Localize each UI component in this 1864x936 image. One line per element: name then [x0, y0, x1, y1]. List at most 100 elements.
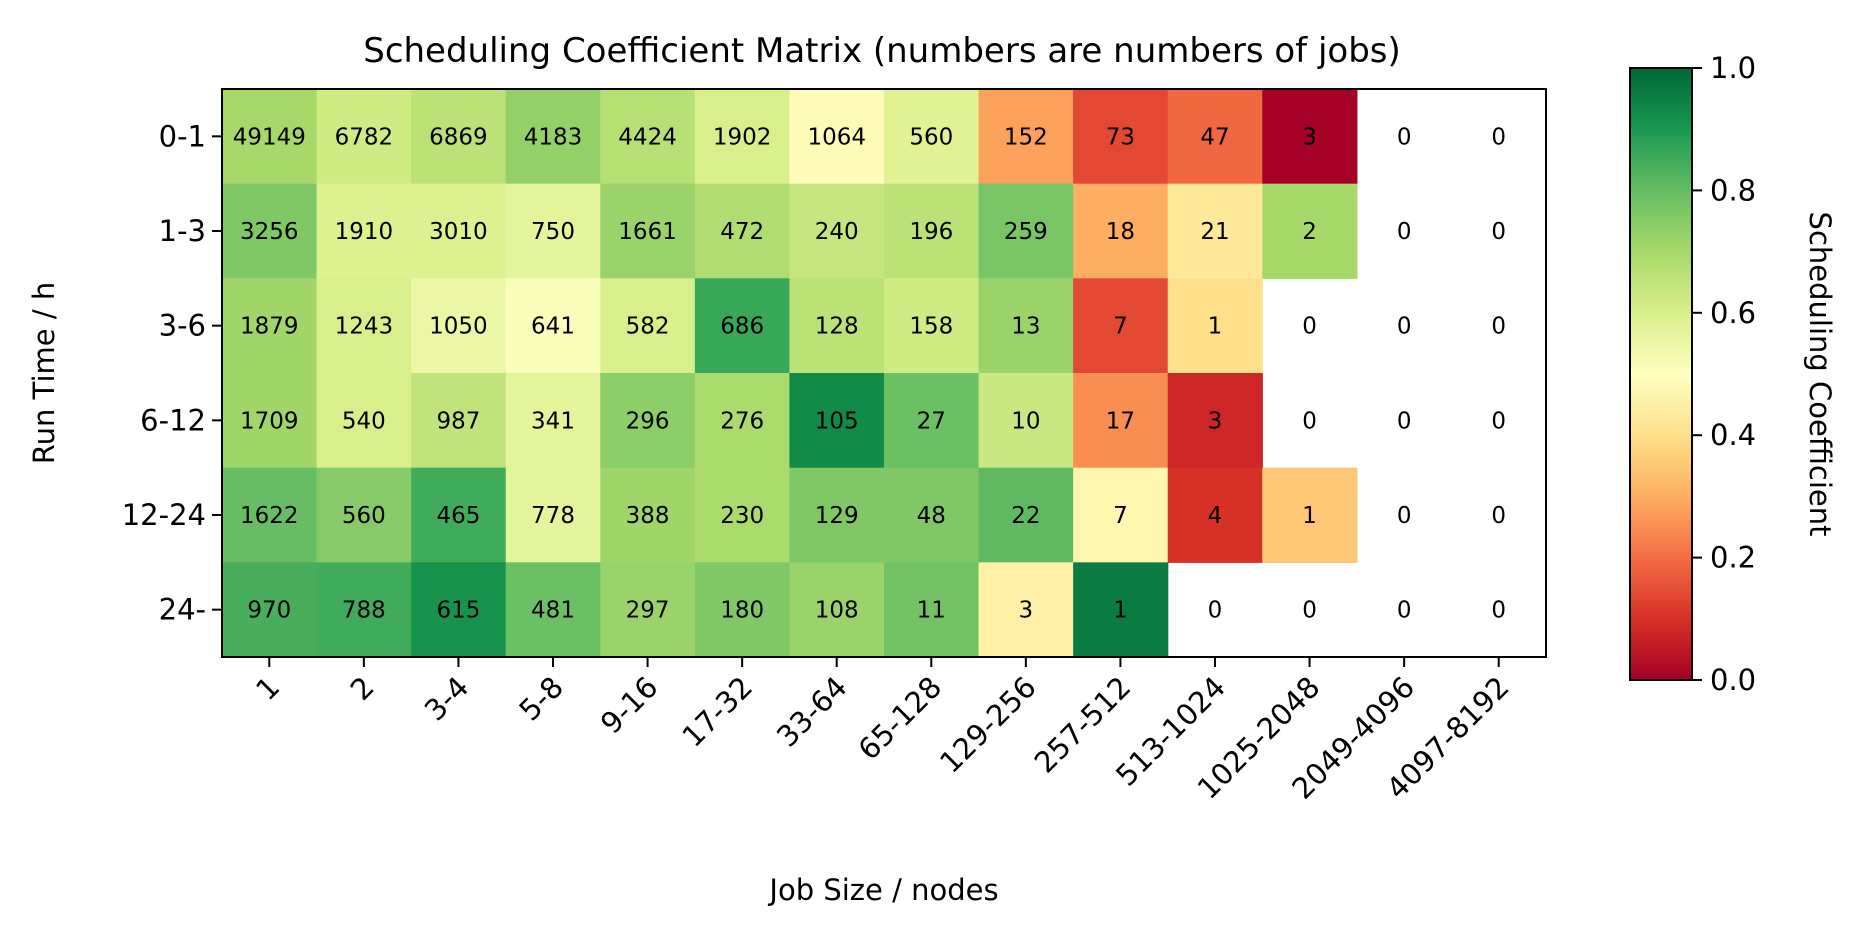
heatmap-cell	[222, 373, 318, 469]
cell-count-label: 49149	[233, 124, 306, 150]
heatmap-cell	[978, 373, 1074, 469]
cell-count-label: 388	[626, 503, 670, 529]
heatmap-cell	[884, 183, 980, 279]
heatmap-cells	[222, 89, 1358, 658]
colorbar-tick-label: 1.0	[1710, 51, 1756, 85]
cell-count-label: 778	[531, 503, 575, 529]
heatmap-cell	[316, 467, 412, 563]
cell-count-label: 1	[1302, 503, 1317, 529]
cell-count-label: 1879	[240, 314, 299, 340]
cell-count-label: 1243	[335, 314, 394, 340]
heatmap-cell	[1073, 373, 1169, 469]
cell-count-label: 1910	[335, 219, 394, 245]
cell-count-label: 180	[720, 598, 764, 624]
cell-count-label: 560	[909, 124, 953, 150]
cell-count-label: 540	[342, 408, 386, 434]
colorbar-tick-label: 0.0	[1710, 663, 1756, 697]
heatmap-cell	[600, 373, 696, 469]
heatmap-cell	[505, 278, 601, 374]
cell-count-label: 987	[436, 408, 480, 434]
heatmap-cell	[222, 562, 318, 658]
x-tick-label: 33-64	[770, 670, 854, 754]
heatmap-cell	[789, 562, 885, 658]
colorbar-label: Scheduling Coefficient	[1803, 212, 1837, 537]
cell-count-label: 158	[909, 314, 953, 340]
cell-count-label: 128	[815, 314, 859, 340]
heatmap-cell	[694, 467, 791, 563]
cell-count-label: 0	[1491, 314, 1506, 340]
heatmap-cell	[978, 278, 1074, 374]
x-tick-label: 5-8	[512, 670, 570, 728]
heatmap-cell	[316, 278, 412, 374]
cell-count-label: 0	[1491, 503, 1506, 529]
cell-count-label: 1	[1113, 598, 1128, 624]
cell-count-label: 3	[1208, 408, 1223, 434]
cell-count-label: 259	[1004, 219, 1048, 245]
x-tick-label: 2	[344, 670, 381, 707]
x-tick-label: 65-128	[852, 670, 949, 767]
y-tick-label: 3-6	[159, 309, 206, 343]
heatmap-cell	[1262, 183, 1358, 279]
cell-count-label: 560	[342, 503, 386, 529]
cell-count-label: 0	[1302, 598, 1317, 624]
cell-count-label: 0	[1397, 314, 1412, 340]
x-tick-label: 9-16	[594, 670, 665, 741]
cell-count-label: 0	[1491, 219, 1506, 245]
cell-count-label: 1050	[429, 314, 488, 340]
heatmap-cell	[316, 89, 412, 185]
cell-count-label: 0	[1491, 598, 1506, 624]
cell-count-label: 17	[1106, 408, 1135, 434]
cell-count-label: 970	[247, 598, 291, 624]
cell-count-label: 0	[1208, 598, 1223, 624]
heatmap-cell	[600, 562, 696, 658]
y-tick-label: 1-3	[159, 214, 206, 248]
heatmap-cell	[411, 467, 507, 563]
cell-count-label: 750	[531, 219, 575, 245]
cell-count-label: 0	[1397, 598, 1412, 624]
heatmap-cell	[1073, 183, 1169, 279]
cell-count-label: 10	[1011, 408, 1040, 434]
cell-count-label: 4183	[524, 124, 583, 150]
cell-count-label: 48	[917, 503, 946, 529]
cell-count-label: 22	[1011, 503, 1040, 529]
chart-title: Scheduling Coefficient Matrix (numbers a…	[363, 31, 1401, 71]
cell-count-label: 27	[917, 408, 946, 434]
x-tick-label: 1	[249, 670, 286, 707]
cell-count-label: 465	[436, 503, 480, 529]
x-tick-label: 129-256	[933, 670, 1043, 780]
heatmap-cell	[694, 373, 791, 469]
colorbar-tick-label: 0.4	[1710, 418, 1756, 452]
cell-count-label: 47	[1200, 124, 1229, 150]
colorbar-tick-label: 0.8	[1710, 173, 1756, 207]
cell-count-label: 2	[1302, 219, 1317, 245]
heatmap-cell	[411, 562, 507, 658]
cell-count-label: 1709	[240, 408, 299, 434]
cell-count-label: 0	[1397, 503, 1412, 529]
heatmap-cell	[600, 278, 696, 374]
heatmap-cell	[978, 89, 1074, 185]
cell-count-label: 108	[815, 598, 859, 624]
cell-count-label: 11	[917, 598, 946, 624]
heatmap-cell	[1167, 89, 1263, 185]
cell-count-label: 0	[1397, 219, 1412, 245]
heatmap-cell	[789, 278, 885, 374]
heatmap-cell	[316, 562, 412, 658]
cell-count-label: 4	[1208, 503, 1223, 529]
cell-count-label: 1902	[713, 124, 772, 150]
cell-count-label: 21	[1200, 219, 1229, 245]
cell-count-label: 582	[626, 314, 670, 340]
heatmap-cell	[1073, 562, 1169, 658]
heatmap-cell	[600, 467, 696, 563]
cell-count-label: 73	[1106, 124, 1135, 150]
heatmap-cell	[316, 183, 412, 279]
heatmap-cell	[1073, 89, 1169, 185]
y-tick-label: 24-	[159, 593, 206, 627]
y-tick-label: 6-12	[140, 403, 206, 437]
cell-count-label: 3256	[240, 219, 299, 245]
plot-frame	[221, 88, 1547, 658]
heatmap-cell	[222, 89, 318, 185]
heatmap-cell	[789, 467, 885, 563]
cell-count-label: 6782	[335, 124, 394, 150]
heatmap-cell	[789, 373, 885, 469]
heatmap-cell	[505, 562, 601, 658]
